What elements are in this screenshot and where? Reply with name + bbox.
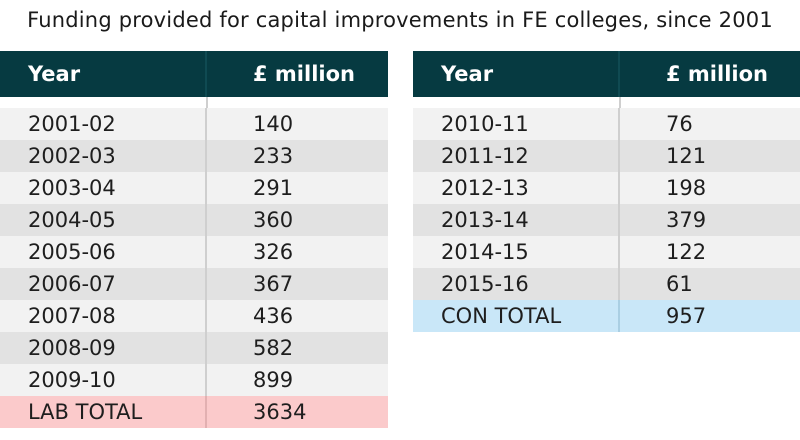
year-cell: 2001-02 bbox=[0, 108, 207, 140]
year-cell: 2004-05 bbox=[0, 204, 207, 236]
table-row: 2001-02 140 bbox=[0, 108, 388, 140]
amount-cell: 121 bbox=[666, 144, 707, 168]
total-label: CON TOTAL bbox=[413, 300, 620, 332]
con-total-row: CON TOTAL 957 bbox=[413, 300, 800, 332]
year-cell: 2002-03 bbox=[0, 140, 207, 172]
amount-cell: 436 bbox=[253, 304, 294, 328]
table-row: 2006-07 367 bbox=[0, 268, 388, 300]
table-row: 2014-15 122 bbox=[413, 236, 800, 268]
year-cell: 2014-15 bbox=[413, 236, 620, 268]
amount-cell: 61 bbox=[666, 272, 693, 296]
year-cell: 2012-13 bbox=[413, 172, 620, 204]
amount-cell: 899 bbox=[253, 368, 294, 392]
lab-total-row: LAB TOTAL 3634 bbox=[0, 396, 388, 428]
year-cell: 2008-09 bbox=[0, 332, 207, 364]
amount-cell: 122 bbox=[666, 240, 707, 264]
amount-cell: 291 bbox=[253, 176, 294, 200]
table-row: 2002-03 233 bbox=[0, 140, 388, 172]
year-cell: 2005-06 bbox=[0, 236, 207, 268]
table-header: Year £ million bbox=[413, 51, 800, 97]
table-row: 2004-05 360 bbox=[0, 204, 388, 236]
right-table-body: 2010-11 76 2011-12 121 2012-13 198 2013-… bbox=[413, 108, 800, 332]
table-row: 2003-04 291 bbox=[0, 172, 388, 204]
table-header: Year £ million bbox=[0, 51, 388, 97]
amount-cell: 140 bbox=[253, 112, 294, 136]
year-cell: 2007-08 bbox=[0, 300, 207, 332]
table-title: Funding provided for capital improvement… bbox=[27, 8, 773, 32]
year-column-header: Year bbox=[0, 51, 207, 97]
table-row: 2012-13 198 bbox=[413, 172, 800, 204]
year-cell: 2015-16 bbox=[413, 268, 620, 300]
table-row: 2007-08 436 bbox=[0, 300, 388, 332]
year-cell: 2003-04 bbox=[0, 172, 207, 204]
year-cell: 2011-12 bbox=[413, 140, 620, 172]
year-cell: 2010-11 bbox=[413, 108, 620, 140]
year-cell: 2006-07 bbox=[0, 268, 207, 300]
year-cell: 2009-10 bbox=[0, 364, 207, 396]
year-column-header: Year bbox=[413, 51, 620, 97]
amount-cell: 360 bbox=[253, 208, 294, 232]
table-row: 2009-10 899 bbox=[0, 364, 388, 396]
total-amount: 957 bbox=[666, 304, 707, 328]
table-row: 2015-16 61 bbox=[413, 268, 800, 300]
right-table: Year £ million 2010-11 76 2011-12 121 20… bbox=[413, 51, 800, 332]
amount-cell: 582 bbox=[253, 336, 294, 360]
table-row: 2008-09 582 bbox=[0, 332, 388, 364]
table-row: 2005-06 326 bbox=[0, 236, 388, 268]
amount-cell: 379 bbox=[666, 208, 707, 232]
amount-cell: 326 bbox=[253, 240, 294, 264]
amount-column-header: £ million bbox=[253, 62, 355, 86]
year-cell: 2013-14 bbox=[413, 204, 620, 236]
total-label: LAB TOTAL bbox=[0, 396, 207, 428]
table-row: 2013-14 379 bbox=[413, 204, 800, 236]
total-amount: 3634 bbox=[253, 400, 307, 424]
table-row: 2011-12 121 bbox=[413, 140, 800, 172]
amount-cell: 233 bbox=[253, 144, 294, 168]
table-row: 2010-11 76 bbox=[413, 108, 800, 140]
left-table: Year £ million 2001-02 140 2002-03 233 2… bbox=[0, 51, 388, 428]
amount-column-header: £ million bbox=[666, 62, 768, 86]
amount-cell: 198 bbox=[666, 176, 707, 200]
amount-cell: 76 bbox=[666, 112, 693, 136]
left-table-body: 2001-02 140 2002-03 233 2003-04 291 2004… bbox=[0, 108, 388, 428]
amount-cell: 367 bbox=[253, 272, 294, 296]
